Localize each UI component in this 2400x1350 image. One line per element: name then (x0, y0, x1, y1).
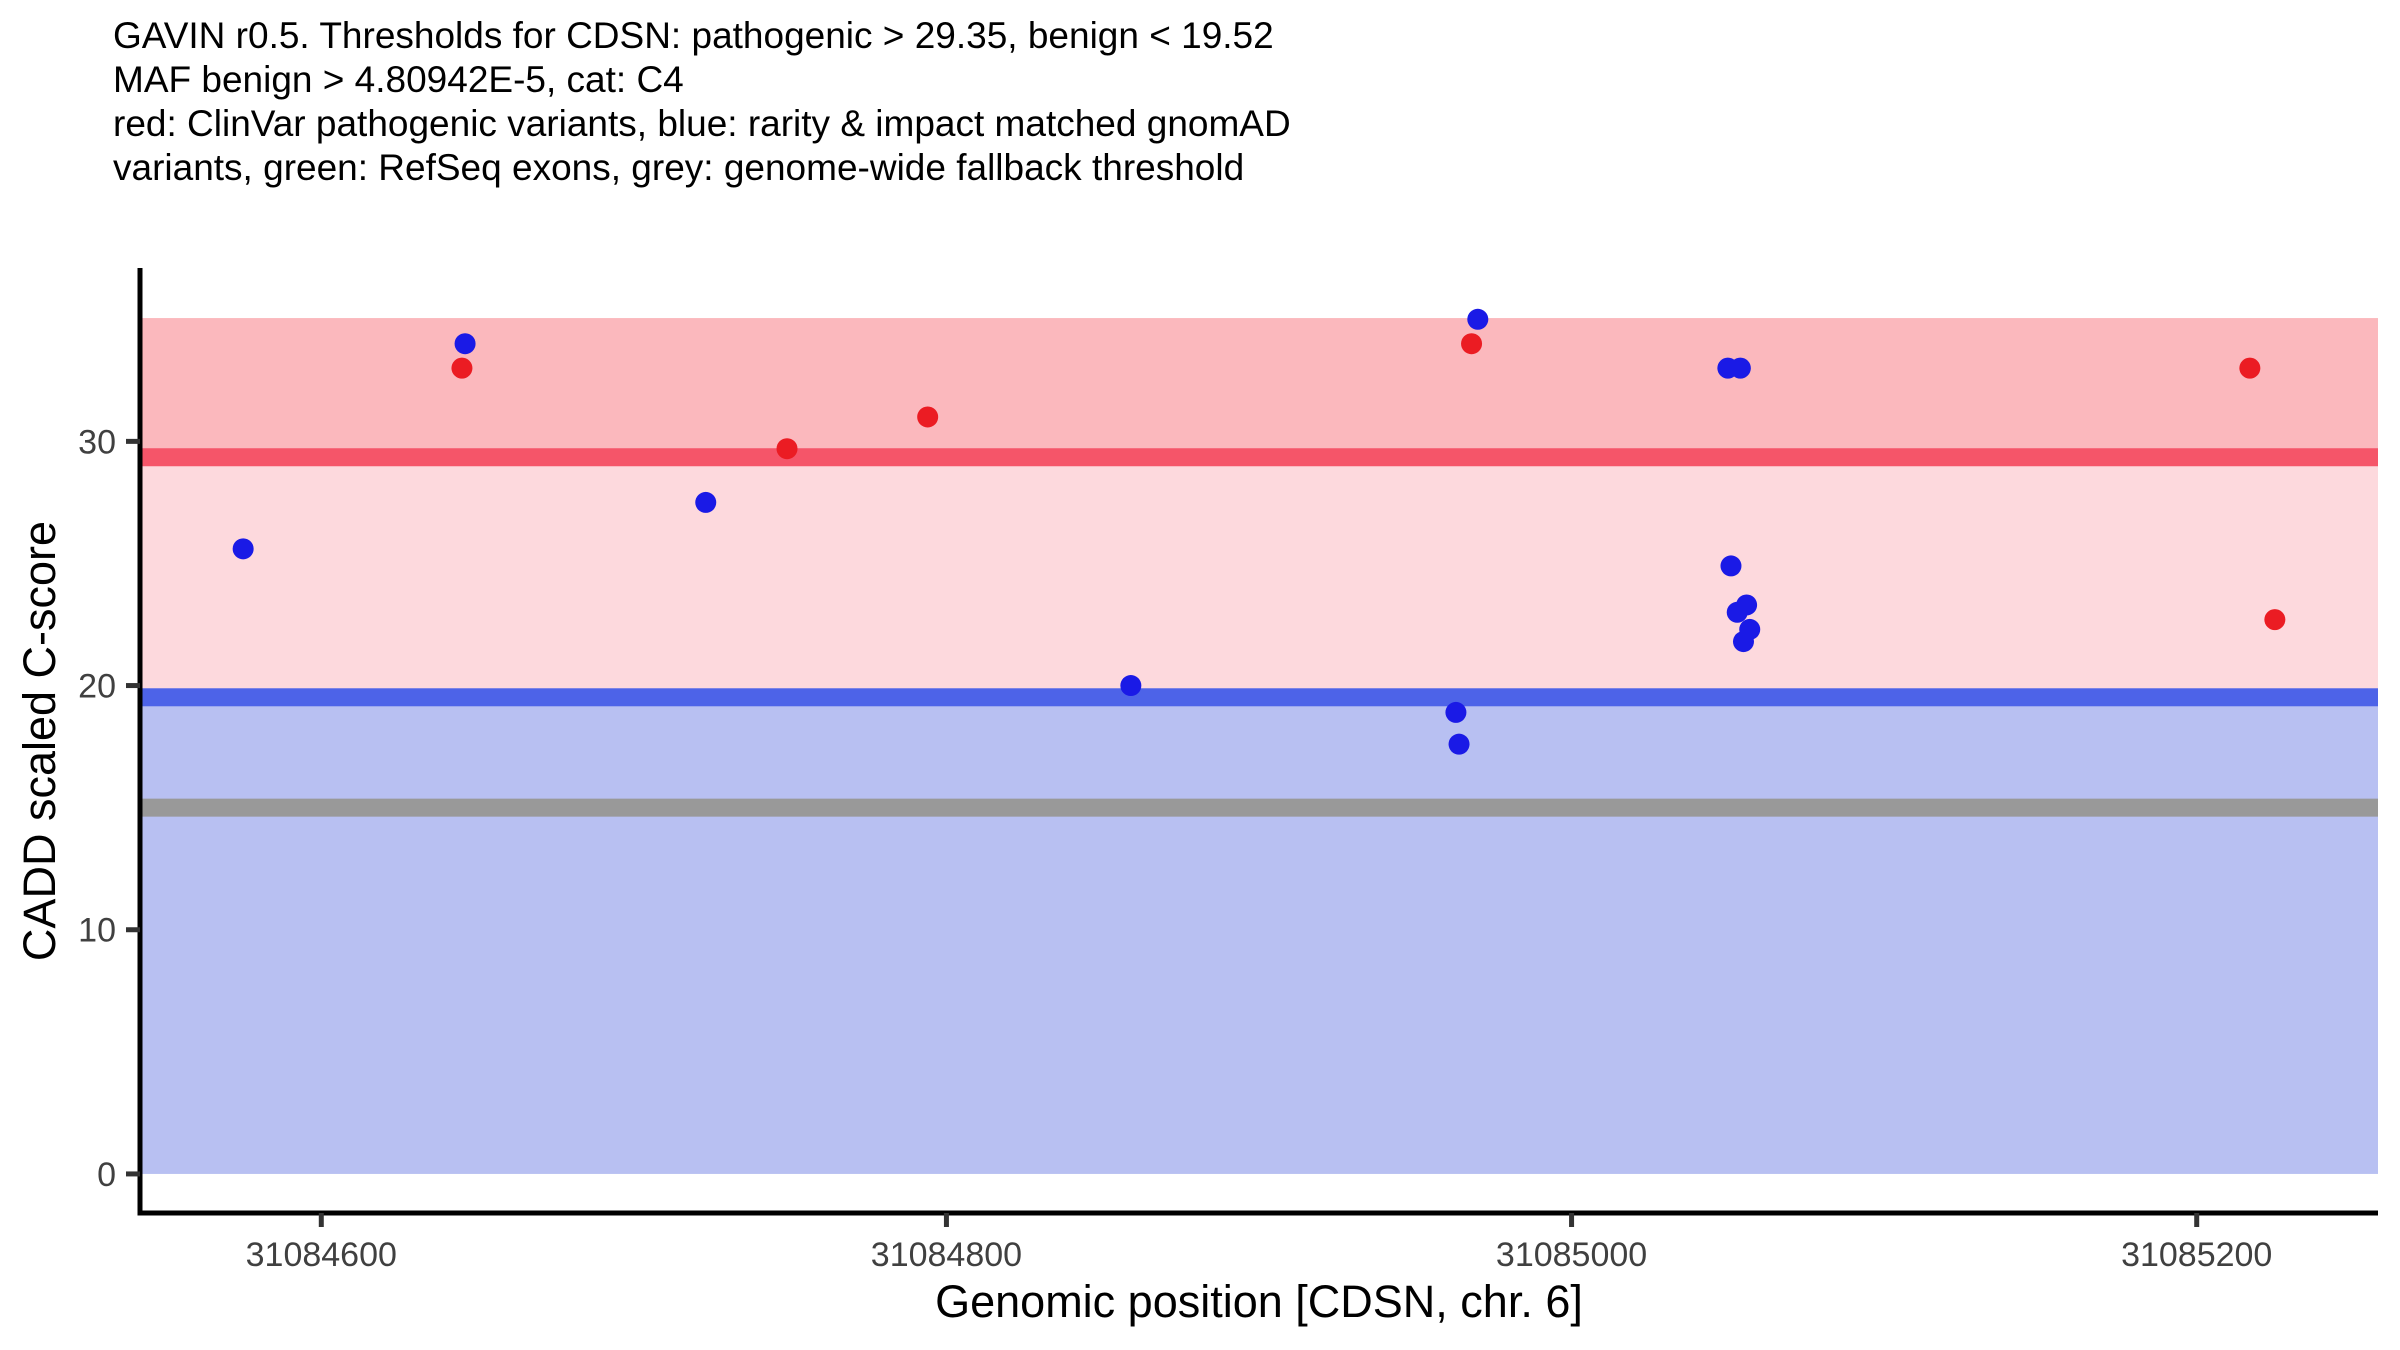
gnomad-matched-variants-point (1729, 357, 1751, 379)
gnomad-matched-variants-point (1445, 701, 1467, 723)
gnomad-matched-variants-point (1732, 631, 1754, 653)
gnomad-matched-variants-point (695, 491, 717, 513)
y-tick-label: 20 (78, 668, 116, 706)
clinvar-pathogenic-variants-point (917, 406, 939, 428)
plot-title-line-1: GAVIN r0.5. Thresholds for CDSN: pathoge… (113, 15, 1274, 56)
x-tick-label: 31085000 (1496, 1236, 1647, 1274)
gnomad-matched-variants-point (1720, 555, 1742, 577)
y-axis-title: CADD scaled C-score (14, 520, 65, 962)
uncertain-zone-band (140, 457, 2378, 698)
gnomad-matched-variants-point (1467, 308, 1489, 330)
pathogenic-zone-band (140, 318, 2378, 458)
benign-zone-band (140, 697, 2378, 1174)
clinvar-pathogenic-variants-point (451, 357, 473, 379)
x-tick-label: 31084800 (871, 1236, 1022, 1274)
y-tick-label: 10 (78, 912, 116, 950)
clinvar-pathogenic-variants-point (776, 438, 798, 460)
x-tick-label: 31085200 (2121, 1236, 2272, 1274)
plot-title-line-4: variants, green: RefSeq exons, grey: gen… (113, 147, 1245, 188)
gnomad-matched-variants-point (232, 538, 254, 560)
benign-threshold-line (140, 688, 2378, 707)
plot-title-line-3: red: ClinVar pathogenic variants, blue: … (113, 103, 1291, 144)
plot-title: GAVIN r0.5. Thresholds for CDSN: pathoge… (113, 14, 1291, 190)
gnomad-matched-variants-point (1726, 601, 1748, 623)
gnomad-matched-variants-point (1120, 675, 1142, 697)
x-tick-label: 31084600 (246, 1236, 397, 1274)
y-tick-label: 0 (97, 1156, 116, 1194)
pathogenic-threshold-line (140, 448, 2378, 467)
gnomad-matched-variants-point (1448, 733, 1470, 755)
gnomad-matched-variants-point (454, 333, 476, 355)
clinvar-pathogenic-variants-point (2264, 609, 2286, 631)
y-tick-label: 30 (78, 423, 116, 461)
genome-wide-fallback-threshold-line (140, 798, 2378, 817)
clinvar-pathogenic-variants-point (1461, 333, 1483, 355)
plot-title-line-2: MAF benign > 4.80942E-5, cat: C4 (113, 59, 684, 100)
x-axis-title: Genomic position [CDSN, chr. 6] (935, 1276, 1583, 1327)
clinvar-pathogenic-variants-point (2239, 357, 2261, 379)
